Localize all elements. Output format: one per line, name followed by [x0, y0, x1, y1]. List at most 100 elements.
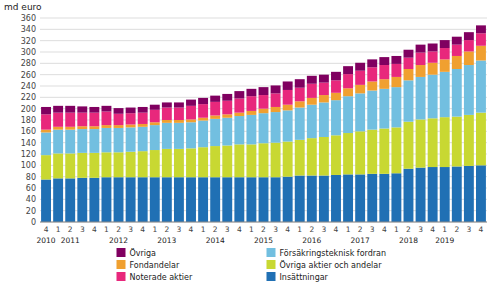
bar-segment: [391, 77, 401, 87]
bar-segment: [476, 165, 486, 222]
y-tick-label: 340: [21, 25, 36, 34]
bar-segment: [246, 177, 256, 222]
bar-segment: [319, 95, 329, 102]
bar-segment: [126, 177, 136, 222]
bar-segment: [65, 153, 75, 178]
x-tick-label: 1: [201, 225, 206, 234]
chart: 0204060801001201401601802002202402602803…: [0, 0, 493, 306]
x-tick-label: 4: [140, 225, 145, 234]
bar-segment: [210, 115, 220, 118]
x-tick-label: 4: [334, 225, 339, 234]
bar-segment: [65, 113, 75, 127]
bar-segment: [89, 126, 99, 129]
bar-segment: [440, 167, 450, 222]
bar-segment: [234, 98, 244, 112]
bar-segment: [65, 130, 75, 154]
bar-segment: [283, 90, 293, 105]
x-tick-label: 1: [442, 225, 447, 234]
legend-label: Insättningar: [280, 273, 329, 282]
x-tick-label: 3: [225, 225, 230, 234]
year-label: 2015: [254, 236, 273, 245]
bar-segment: [186, 148, 196, 177]
bar-segment: [295, 140, 305, 176]
bar-segment: [210, 96, 220, 102]
y-tick-label: 0: [31, 218, 36, 227]
x-tick-label: 3: [80, 225, 85, 234]
bar-segment: [440, 72, 450, 117]
legend: ÖvrigaFondandelarNoterade aktierFörsäkri…: [117, 248, 387, 282]
bar-segment: [367, 174, 377, 222]
bar-segment: [307, 176, 317, 222]
year-label: 2014: [206, 236, 225, 245]
x-tick-label: 1: [297, 225, 302, 234]
bar-segment: [162, 108, 172, 120]
bar-segment: [391, 87, 401, 127]
bar-segment: [464, 32, 474, 40]
bar-segment: [150, 122, 160, 125]
bar-segment: [476, 113, 486, 166]
bar-segment: [343, 174, 353, 222]
bar-segment: [114, 128, 124, 152]
bar-segment: [77, 113, 87, 127]
bar-segment: [319, 102, 329, 137]
bar-segment: [391, 56, 401, 64]
bar-segment: [476, 46, 486, 61]
bar-segment: [186, 106, 196, 120]
bar-segment: [150, 150, 160, 177]
bar-segment: [162, 177, 172, 222]
year-label: 2018: [399, 236, 418, 245]
bar-segment: [259, 143, 269, 177]
bar-segment: [271, 85, 281, 93]
x-tick-label: 1: [152, 225, 157, 234]
bar-segment: [53, 153, 63, 178]
bar-segment: [126, 108, 136, 114]
bar-segment: [452, 166, 462, 222]
year-label: 2017: [351, 236, 370, 245]
bar-segment: [138, 127, 148, 151]
bar-segment: [331, 93, 341, 100]
x-tick-label: 4: [479, 225, 484, 234]
bar-segment: [440, 59, 450, 71]
x-tick-label: 3: [322, 225, 327, 234]
bar-segment: [404, 58, 414, 69]
bar-segment: [53, 113, 63, 127]
bar-segment: [210, 146, 220, 177]
bar-segment: [367, 67, 377, 81]
y-tick-label: 140: [21, 139, 36, 148]
y-tick-label: 160: [21, 127, 36, 136]
y-tick-label: 280: [21, 59, 36, 68]
bar-segment: [150, 110, 160, 122]
y-tick-label: 100: [21, 161, 36, 170]
bar-segment: [259, 87, 269, 95]
x-tick-label: 1: [104, 225, 109, 234]
bar-segment: [295, 176, 305, 222]
bar-segment: [307, 76, 317, 84]
bar-segment: [355, 131, 365, 174]
bar-segment: [234, 116, 244, 144]
bar-segment: [295, 101, 305, 107]
bar-segment: [162, 120, 172, 123]
grid: [40, 18, 487, 222]
bar-segment: [222, 114, 232, 117]
x-tick-label: 3: [177, 225, 182, 234]
bar-segment: [391, 173, 401, 222]
bar-segment: [440, 48, 450, 59]
bar-segment: [162, 123, 172, 149]
bar-segment: [283, 142, 293, 177]
bar-segment: [271, 112, 281, 143]
x-tick-label: 1: [346, 225, 351, 234]
bar-segment: [101, 106, 111, 112]
grid-line: [40, 40, 487, 41]
bar-segment: [307, 84, 317, 98]
year-label: 2016: [302, 236, 321, 245]
bar-segment: [271, 143, 281, 178]
bar-segment: [210, 177, 220, 222]
bar-segment: [452, 37, 462, 45]
x-tick-label: 3: [128, 225, 133, 234]
bar-segment: [150, 177, 160, 222]
year-label: 2012: [109, 236, 128, 245]
bar-segment: [198, 118, 208, 121]
x-tick-label: 4: [237, 225, 242, 234]
bar-segment: [138, 113, 148, 124]
bar-segment: [464, 40, 474, 51]
